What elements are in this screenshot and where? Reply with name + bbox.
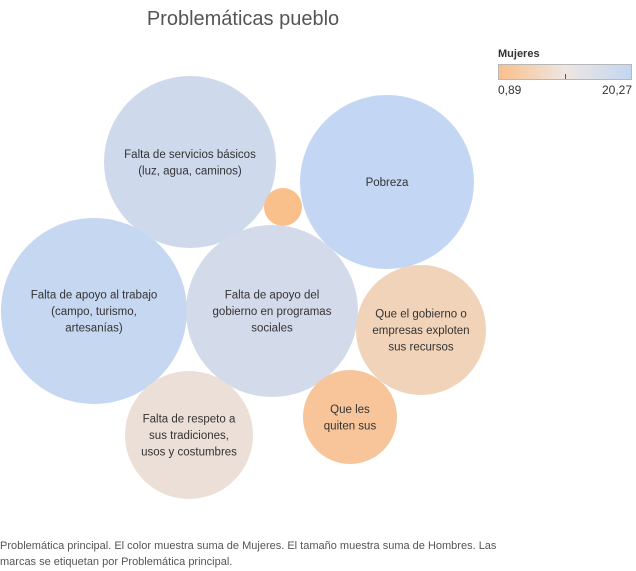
chart-title: Problemáticas pueblo xyxy=(146,8,340,30)
bubble-label: artesanías) xyxy=(65,323,123,335)
bubble-circle[interactable] xyxy=(356,265,486,395)
bubble-label: Que les xyxy=(330,404,370,416)
bubble[interactable]: Que el gobierno o empresas exploten sus re… xyxy=(356,265,486,395)
bubble-circle[interactable] xyxy=(1,218,187,404)
bubble-label: Falta de apoyo del xyxy=(225,290,320,302)
bubble-circle[interactable] xyxy=(104,76,276,248)
color-legend[interactable]: Mujeres 0,89 20,27 xyxy=(498,48,632,97)
bubble-label: usos y costumbres xyxy=(141,447,237,459)
bubble-label: Pobreza xyxy=(366,177,409,189)
bubble-label: Falta de respeto a xyxy=(143,414,236,426)
legend-gradient-bar[interactable] xyxy=(498,64,632,80)
bubble-label: gobierno en programas xyxy=(213,306,332,318)
bubble-label: Falta de apoyo al trabajo xyxy=(31,290,158,302)
bubble-label: empresas exploten xyxy=(372,325,469,337)
bubble[interactable] xyxy=(264,188,302,226)
bubble-label: sus tradiciones, xyxy=(149,430,229,442)
bubble[interactable]: Que les quiten sus xyxy=(303,370,397,464)
bubble-circle[interactable] xyxy=(300,95,474,269)
bubble[interactable]: Falta de apoyo del gobierno en programas s… xyxy=(186,225,358,397)
legend-max-label: 20,27 xyxy=(601,83,632,97)
bubble-label: (campo, turismo, xyxy=(51,306,137,318)
bubble-label: quiten sus xyxy=(324,420,377,432)
bubble[interactable]: Falta de respeto a sus tradiciones, usos y… xyxy=(125,371,253,499)
legend-tick xyxy=(565,74,566,79)
bubble-label: Que el gobierno o xyxy=(375,309,466,321)
bubble-circle[interactable] xyxy=(303,370,397,464)
chart-caption: Problemática principal. El color muestra… xyxy=(0,540,497,568)
legend-min-label: 0,89 xyxy=(498,83,522,97)
bubble[interactable]: Pobreza xyxy=(300,95,474,269)
bubble-chart: Falta de servicios básicos (luz, agua, ca… xyxy=(1,76,486,499)
bubble-label: Falta de servicios básicos xyxy=(124,149,256,161)
bubble-circle[interactable] xyxy=(186,225,358,397)
bubble-label: sociales xyxy=(251,323,293,335)
bubble-label: (luz, agua, caminos) xyxy=(138,165,242,177)
legend-title: Mujeres xyxy=(498,48,540,60)
bubble-label: sus recursos xyxy=(388,342,453,354)
bubble-circle[interactable] xyxy=(264,188,302,226)
bubble-circle[interactable] xyxy=(125,371,253,499)
bubble[interactable]: Falta de apoyo al trabajo (campo, turismo… xyxy=(1,218,187,404)
bubble[interactable]: Falta de servicios básicos (luz, agua, ca… xyxy=(104,76,276,248)
